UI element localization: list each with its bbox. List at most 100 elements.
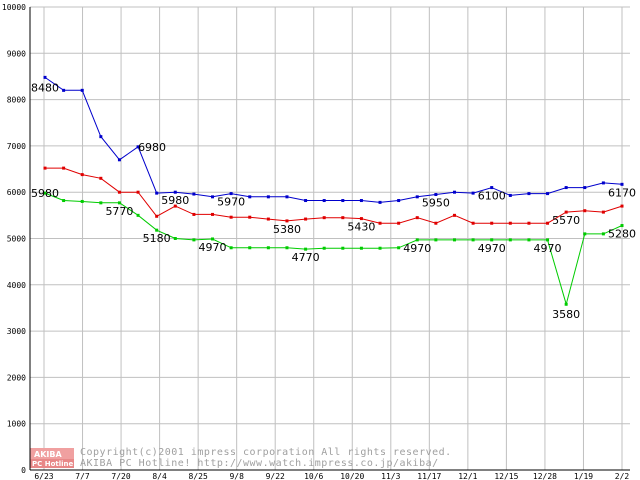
series-point	[266, 195, 270, 199]
series	[43, 75, 624, 307]
series-line-3	[44, 192, 623, 307]
series-point	[359, 246, 363, 250]
data-label: 5970	[217, 196, 245, 209]
series-point	[415, 216, 419, 220]
series-point	[99, 201, 103, 205]
series-point	[397, 199, 401, 203]
series-point	[80, 173, 84, 177]
data-label: 5770	[105, 205, 133, 218]
series-point	[583, 232, 587, 236]
series-point	[43, 75, 47, 79]
series-point	[546, 192, 550, 196]
y-tick-label: 5000	[7, 235, 26, 244]
series-point	[304, 199, 308, 203]
x-tick-label: 10/20	[340, 472, 364, 480]
series-point	[341, 246, 345, 250]
series-point	[285, 195, 289, 199]
series-point	[266, 217, 270, 221]
series-line-1	[44, 76, 623, 203]
series-point	[490, 238, 494, 242]
series-point	[341, 199, 345, 203]
series-point	[62, 166, 66, 170]
series-point	[546, 238, 550, 242]
series-point	[583, 209, 587, 213]
logo-bottom-text: PC Hotline!	[32, 460, 76, 468]
x-tick-label: 1/19	[574, 472, 593, 480]
series-point	[192, 238, 196, 242]
series-point	[527, 238, 531, 242]
series-line-2	[45, 167, 623, 224]
series-point	[304, 217, 308, 221]
data-label: 4770	[292, 251, 320, 264]
series-point	[508, 221, 512, 225]
series-point	[322, 246, 326, 250]
y-tick-label: 6000	[7, 188, 26, 197]
x-tick-label: 12/15	[494, 472, 518, 480]
series-point	[359, 199, 363, 203]
y-tick-label: 3000	[7, 327, 26, 336]
y-tick-label: 7000	[7, 142, 26, 151]
data-label: 4970	[534, 242, 562, 255]
series-point	[601, 210, 605, 214]
series-point	[583, 186, 587, 190]
data-label: 5430	[347, 221, 375, 234]
x-tick-label: 2/2	[615, 472, 630, 480]
series-point	[192, 192, 196, 196]
series-point	[248, 215, 252, 219]
series-point	[620, 204, 624, 208]
series-point	[452, 213, 456, 217]
x-tick-label: 8/4	[152, 472, 167, 480]
series-point	[452, 190, 456, 194]
series-point	[434, 221, 438, 225]
x-tick-label: 7/7	[75, 472, 90, 480]
grid	[30, 6, 630, 471]
logo-badge-top	[30, 448, 74, 459]
x-tick-label: 8/25	[189, 472, 208, 480]
x-tick-label: 7/20	[111, 472, 130, 480]
series-point	[229, 215, 233, 219]
series-point	[285, 219, 289, 223]
x-tick-label: 12/28	[533, 472, 557, 480]
series-point	[211, 212, 215, 216]
series-point	[136, 213, 140, 217]
series-point	[211, 237, 215, 241]
series-point	[620, 224, 624, 228]
footer: AKIBA PC Hotline! Copyright(c)2001 impre…	[30, 447, 451, 469]
data-labels: 8480 6980 5980 5970 5950 6100 6170 5380 5430 5570…	[31, 81, 636, 321]
data-label: 5980	[161, 194, 189, 207]
series-point	[229, 246, 233, 250]
series-point	[415, 195, 419, 199]
series-point	[490, 186, 494, 190]
data-label: 4970	[199, 241, 227, 254]
logo-badge-bottom	[30, 459, 74, 468]
series-point	[471, 238, 475, 242]
series-point	[471, 221, 475, 225]
series-point	[117, 190, 121, 194]
series-point	[285, 246, 289, 250]
series-point	[117, 158, 121, 162]
logo-top-text: AKIBA	[34, 450, 62, 459]
series-point	[508, 193, 512, 197]
series-point	[211, 195, 215, 199]
series-point	[490, 221, 494, 225]
series-point	[304, 247, 308, 251]
series-point	[155, 214, 159, 218]
series-point	[173, 190, 177, 194]
axes: 0 1000 2000 3000 4000 5000 6000 7000 8000 9000 100…	[2, 3, 630, 480]
series-point	[43, 191, 47, 195]
y-tick-label: 4000	[7, 281, 26, 290]
data-label: 4970	[403, 242, 431, 255]
series-point	[229, 192, 233, 196]
series-point	[322, 199, 326, 203]
site-text: AKIBA PC Hotline! http://www.watch.impre…	[80, 458, 439, 469]
x-tick-label: 9/22	[266, 472, 285, 480]
series-point	[80, 199, 84, 203]
series-point	[173, 204, 177, 208]
series-point	[378, 200, 382, 204]
series-point	[564, 186, 568, 190]
series-point	[601, 232, 605, 236]
y-tick-label: 0	[21, 466, 26, 475]
x-tick-label: 12/1	[458, 472, 477, 480]
series-point	[434, 193, 438, 197]
